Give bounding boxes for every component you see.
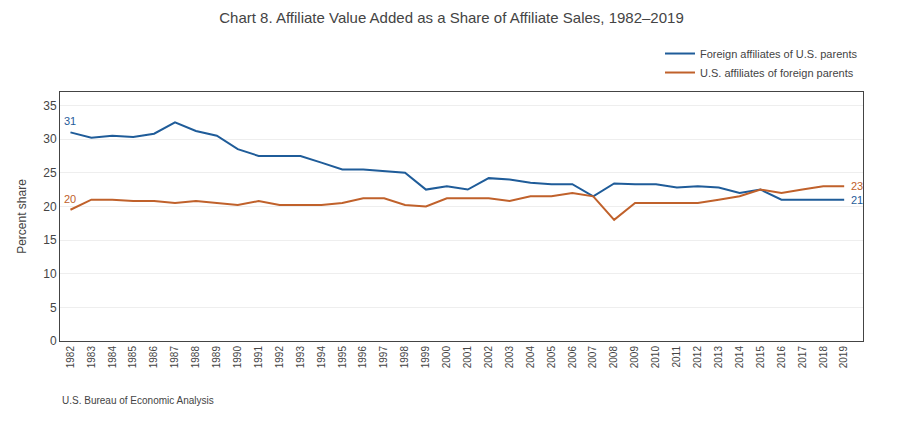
svg-text:1987: 1987	[169, 346, 180, 369]
svg-text:1991: 1991	[253, 346, 264, 369]
svg-text:1999: 1999	[420, 346, 431, 369]
svg-text:U.S. Bureau of Economic Analys: U.S. Bureau of Economic Analysis	[62, 395, 214, 406]
svg-text:20: 20	[64, 193, 76, 205]
svg-text:2003: 2003	[504, 346, 515, 369]
svg-text:2016: 2016	[776, 346, 787, 369]
svg-text:2014: 2014	[734, 346, 745, 369]
svg-text:1990: 1990	[232, 346, 243, 369]
svg-text:U.S. affiliates of foreign par: U.S. affiliates of foreign parents	[700, 67, 854, 79]
svg-text:Percent share: Percent share	[15, 179, 29, 254]
svg-text:1993: 1993	[295, 346, 306, 369]
svg-text:35: 35	[43, 99, 57, 113]
svg-text:2011: 2011	[671, 346, 682, 368]
svg-text:2009: 2009	[629, 346, 640, 369]
svg-text:2012: 2012	[692, 346, 703, 369]
svg-text:1998: 1998	[399, 346, 410, 369]
svg-text:1994: 1994	[316, 346, 327, 369]
svg-text:10: 10	[43, 267, 57, 281]
svg-text:Foreign affiliates of U.S. par: Foreign affiliates of U.S. parents	[700, 48, 857, 60]
svg-text:1985: 1985	[127, 346, 138, 369]
svg-text:31: 31	[64, 115, 76, 127]
svg-text:1986: 1986	[148, 346, 159, 369]
svg-text:1997: 1997	[378, 346, 389, 369]
svg-text:0: 0	[50, 334, 57, 348]
svg-text:2008: 2008	[608, 346, 619, 369]
svg-text:1989: 1989	[211, 346, 222, 369]
svg-text:15: 15	[43, 233, 57, 247]
svg-text:2010: 2010	[650, 346, 661, 369]
svg-text:30: 30	[43, 132, 57, 146]
svg-text:2017: 2017	[797, 346, 808, 369]
svg-text:2006: 2006	[567, 346, 578, 369]
svg-text:5: 5	[50, 301, 57, 315]
svg-text:2004: 2004	[525, 346, 536, 369]
svg-text:2013: 2013	[713, 346, 724, 369]
svg-text:1982: 1982	[65, 346, 76, 369]
svg-text:23: 23	[851, 180, 863, 192]
svg-text:2018: 2018	[818, 346, 829, 369]
svg-text:20: 20	[43, 200, 57, 214]
svg-text:2007: 2007	[587, 346, 598, 369]
svg-text:1984: 1984	[107, 346, 118, 369]
svg-text:1995: 1995	[337, 346, 348, 369]
svg-text:1992: 1992	[274, 346, 285, 369]
svg-text:2015: 2015	[755, 346, 766, 369]
svg-text:1983: 1983	[86, 346, 97, 369]
svg-text:1996: 1996	[357, 346, 368, 369]
svg-text:21: 21	[851, 194, 863, 206]
svg-text:2005: 2005	[546, 346, 557, 369]
svg-text:2019: 2019	[838, 346, 849, 369]
svg-text:25: 25	[43, 166, 57, 180]
svg-text:2000: 2000	[441, 346, 452, 369]
svg-text:2001: 2001	[462, 346, 473, 369]
svg-text:Chart 8. Affiliate Value Added: Chart 8. Affiliate Value Added as a Shar…	[219, 9, 684, 26]
svg-text:2002: 2002	[483, 346, 494, 369]
svg-text:1988: 1988	[190, 346, 201, 369]
